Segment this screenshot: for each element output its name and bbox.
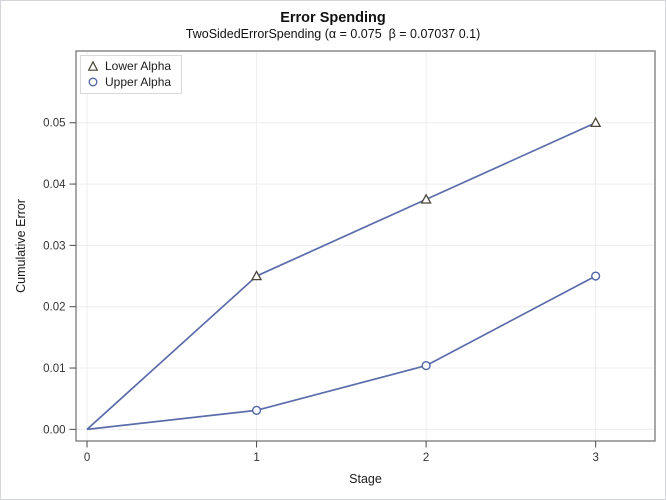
data-point-marker-circle <box>421 360 431 371</box>
data-point-marker-triangle <box>420 193 432 204</box>
y-tick-label: 0.05 <box>43 118 65 130</box>
legend-label-lower-alpha: Lower Alpha <box>105 59 172 73</box>
y-axis-label: Cumulative Error <box>14 199 28 293</box>
legend-item-lower-alpha: Lower Alpha <box>87 58 171 74</box>
data-point-marker-circle <box>251 405 262 415</box>
y-tick-label: 0.00 <box>43 424 65 436</box>
y-tick-label: 0.01 <box>43 363 65 375</box>
data-point-marker-circle <box>591 271 601 281</box>
x-tick-label: 3 <box>592 452 598 464</box>
triangle-marker-icon <box>87 60 99 71</box>
x-axis-label: Stage <box>349 472 382 486</box>
x-tick-label: 1 <box>253 452 259 464</box>
data-point-marker-triangle <box>250 270 263 281</box>
y-tick-label: 0.03 <box>43 240 65 252</box>
legend-label-upper-alpha: Upper Alpha <box>105 75 172 89</box>
chart-title: Error Spending <box>280 10 386 26</box>
chart-subtitle: TwoSidedErrorSpending (α = 0.075 β = 0.0… <box>185 27 481 41</box>
plot-frame <box>75 50 656 442</box>
legend-item-upper-alpha: Upper Alpha <box>87 74 171 90</box>
legend: Lower Alpha Upper Alpha <box>80 55 183 94</box>
series-line-lower-alpha <box>86 121 597 430</box>
x-tick-label: 0 <box>84 452 90 464</box>
series-line-upper-alpha <box>86 275 597 431</box>
x-tick-label: 2 <box>423 452 429 464</box>
data-point-marker-triangle <box>590 116 602 127</box>
y-tick-label: 0.04 <box>43 179 66 191</box>
circle-marker-icon <box>88 77 98 87</box>
y-tick-label: 0.02 <box>43 302 65 314</box>
